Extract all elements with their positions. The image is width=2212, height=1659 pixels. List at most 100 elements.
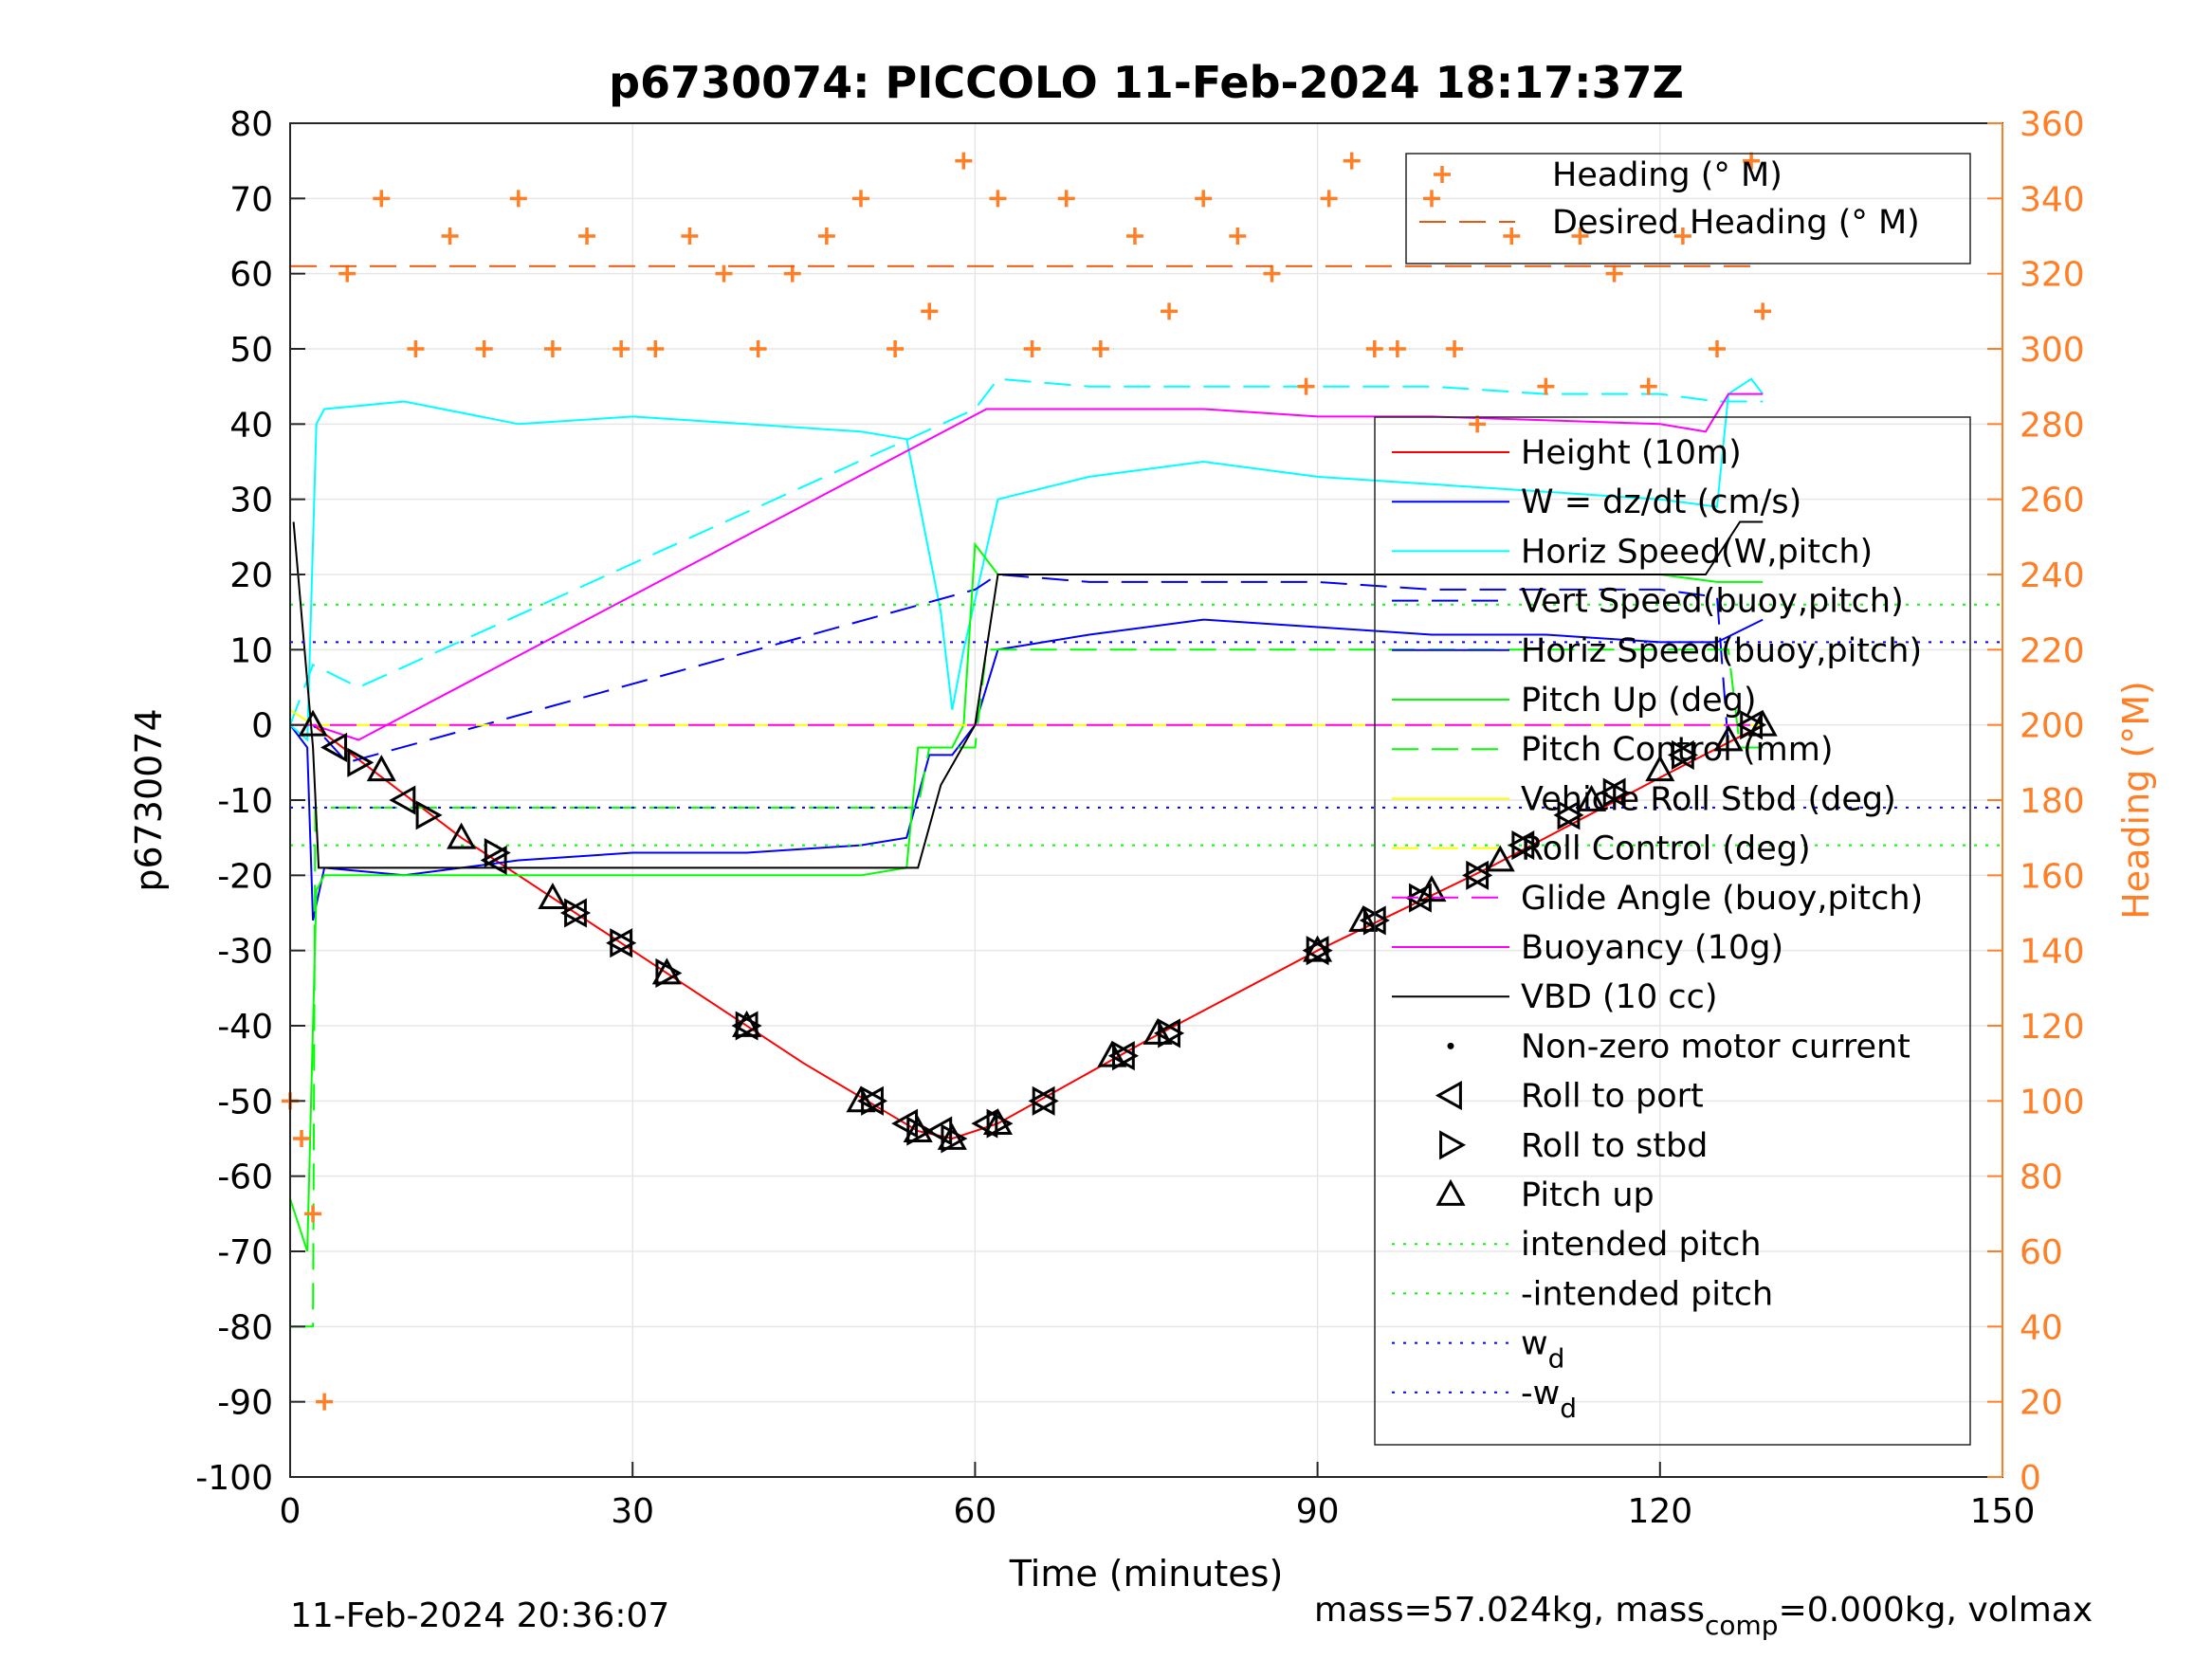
marker-pitch-up — [732, 1010, 762, 1037]
marker-roll-to-stbd — [655, 957, 683, 989]
y-tick-label: 70 — [229, 180, 273, 219]
y-tick-label: -40 — [217, 1008, 273, 1047]
right-y-tick-label: 340 — [2020, 180, 2085, 219]
heading-point — [475, 340, 493, 357]
x-tick-label: 90 — [1296, 1492, 1340, 1531]
marker-roll-to-stbd — [484, 837, 511, 868]
right-y-tick-label: 160 — [2020, 857, 2085, 896]
heading-point — [1195, 190, 1213, 208]
right-y-tick-label: 0 — [2020, 1459, 2041, 1498]
legend-label: wd — [1521, 1325, 1564, 1375]
heading-point — [1709, 340, 1726, 357]
series-vert-speed-buoy-pitch — [290, 573, 1764, 764]
heading-point — [304, 1205, 322, 1223]
heading-point — [887, 340, 905, 357]
heading-point — [1125, 228, 1143, 245]
heading-point — [1423, 190, 1440, 208]
legend-label: -wd — [1521, 1375, 1577, 1424]
heading-point — [1469, 415, 1487, 433]
marker-roll-to-port — [971, 1108, 998, 1139]
heading-point — [612, 340, 631, 357]
series-horiz-speed-buoy-pitch — [289, 377, 1764, 726]
heading-point — [1161, 302, 1179, 320]
marker-pitch-up — [903, 1115, 933, 1142]
marker-roll-to-stbd — [564, 898, 592, 928]
marker-roll-to-stbd — [1158, 1018, 1185, 1048]
heading-point — [293, 1130, 311, 1147]
x-tick-label: 0 — [280, 1492, 302, 1531]
x-axis-label: Time (minutes) — [1009, 1553, 1284, 1595]
marker-roll-to-stbd — [1740, 710, 1767, 740]
legend-label: Roll Control (deg) — [1521, 830, 1811, 868]
legend-label: W = dz/dt (cm/s) — [1521, 483, 1801, 521]
marker-pitch-up — [1303, 935, 1333, 962]
heading-point — [338, 264, 356, 283]
marker-pitch-up — [447, 822, 477, 849]
legend-label: -intended pitch — [1521, 1275, 1773, 1313]
heading-point — [1263, 264, 1281, 283]
legend-label: Roll to port — [1521, 1078, 1704, 1116]
legend-heading: Heading (° M) Desired Heading (° M) — [1405, 153, 1971, 264]
series-heading — [282, 152, 1772, 1411]
heading-point — [1537, 377, 1555, 395]
x-tick-label: 30 — [611, 1492, 654, 1531]
right-y-tick-label: 60 — [2020, 1233, 2063, 1272]
right-y-tick-label: 320 — [2020, 256, 2085, 295]
series-horiz-speed-w-pitch — [289, 377, 1764, 742]
heading-point — [578, 228, 596, 245]
heading-point — [1320, 190, 1338, 208]
y-tick-label: -10 — [217, 782, 273, 821]
marker-roll-to-stbd — [735, 1011, 762, 1041]
marker-roll-to-stbd — [610, 928, 637, 958]
y-tick-label: -60 — [217, 1158, 273, 1197]
left-y-axis: 80 70 60 50 40 30 20 10 0 -10 -20 -30 -40 -50 -60 -70 -8… — [195, 105, 305, 1498]
heading-point — [1057, 190, 1075, 208]
marker-roll-to-stbd — [941, 1123, 968, 1154]
right-y-tick-label: 360 — [2020, 105, 2085, 144]
heading-point — [1365, 340, 1383, 357]
heading-point — [817, 228, 835, 245]
legend-heading-symbol — [1434, 166, 1451, 183]
footer-mass-sub: comp — [1705, 1610, 1779, 1641]
right-y-tick-label: 140 — [2020, 933, 2085, 972]
legend-heading-label: Heading (° M) — [1552, 156, 1782, 194]
legend-label: Pitch Up (deg) — [1521, 682, 1757, 720]
marker-pitch-up — [1713, 724, 1744, 752]
marker-pitch-up — [298, 709, 328, 737]
right-y-tick-label: 260 — [2020, 482, 2085, 520]
legend-label: VBD (10 cc) — [1521, 978, 1718, 1016]
footer-mass: mass=57.024kg, masscomp=0.000kg, volmax — [1314, 1591, 2093, 1641]
heading-point — [921, 302, 939, 320]
heading-point — [1503, 228, 1521, 245]
marker-roll-to-port — [320, 732, 348, 763]
marker-roll-to-stbd — [1362, 905, 1390, 936]
marker-pitch-up — [846, 1085, 876, 1113]
marker-roll-to-stbd — [1671, 739, 1698, 770]
legend-heading-label: Desired Heading (° M) — [1552, 204, 1920, 242]
heading-point — [1743, 152, 1761, 170]
heading-point — [1297, 377, 1315, 395]
marker-pitch-up — [1097, 1040, 1127, 1067]
right-y-tick-label: 300 — [2020, 331, 2085, 370]
legend-main: Height (10m) W = dz/dt (cm/s) Horiz Speed(… — [1374, 416, 1971, 1446]
marker-pitch-up — [1485, 845, 1515, 872]
heading-point — [373, 190, 391, 208]
heading-point — [1605, 264, 1623, 283]
y-tick-label: 50 — [229, 331, 273, 370]
heading-point — [1343, 152, 1361, 170]
marker-roll-to-stbd — [1112, 1041, 1140, 1071]
right-y-tick-label: 220 — [2020, 631, 2085, 670]
y-tick-label: 80 — [229, 105, 273, 144]
heading-point — [989, 190, 1007, 208]
marker-roll-to-port — [480, 845, 507, 876]
marker-roll-to-stbd — [1306, 936, 1333, 966]
right-y-tick-label: 40 — [2020, 1308, 2063, 1347]
heading-point — [1446, 340, 1464, 357]
heading-point — [1388, 340, 1406, 357]
y-tick-label: 60 — [229, 256, 273, 295]
heading-point — [1091, 340, 1109, 357]
y-tick-label: 10 — [229, 631, 273, 670]
legend-marker-symbol — [1435, 1081, 1462, 1111]
footer-mass-prefix: mass=57.024kg, mass — [1314, 1591, 1705, 1630]
heading-point — [1023, 340, 1041, 357]
